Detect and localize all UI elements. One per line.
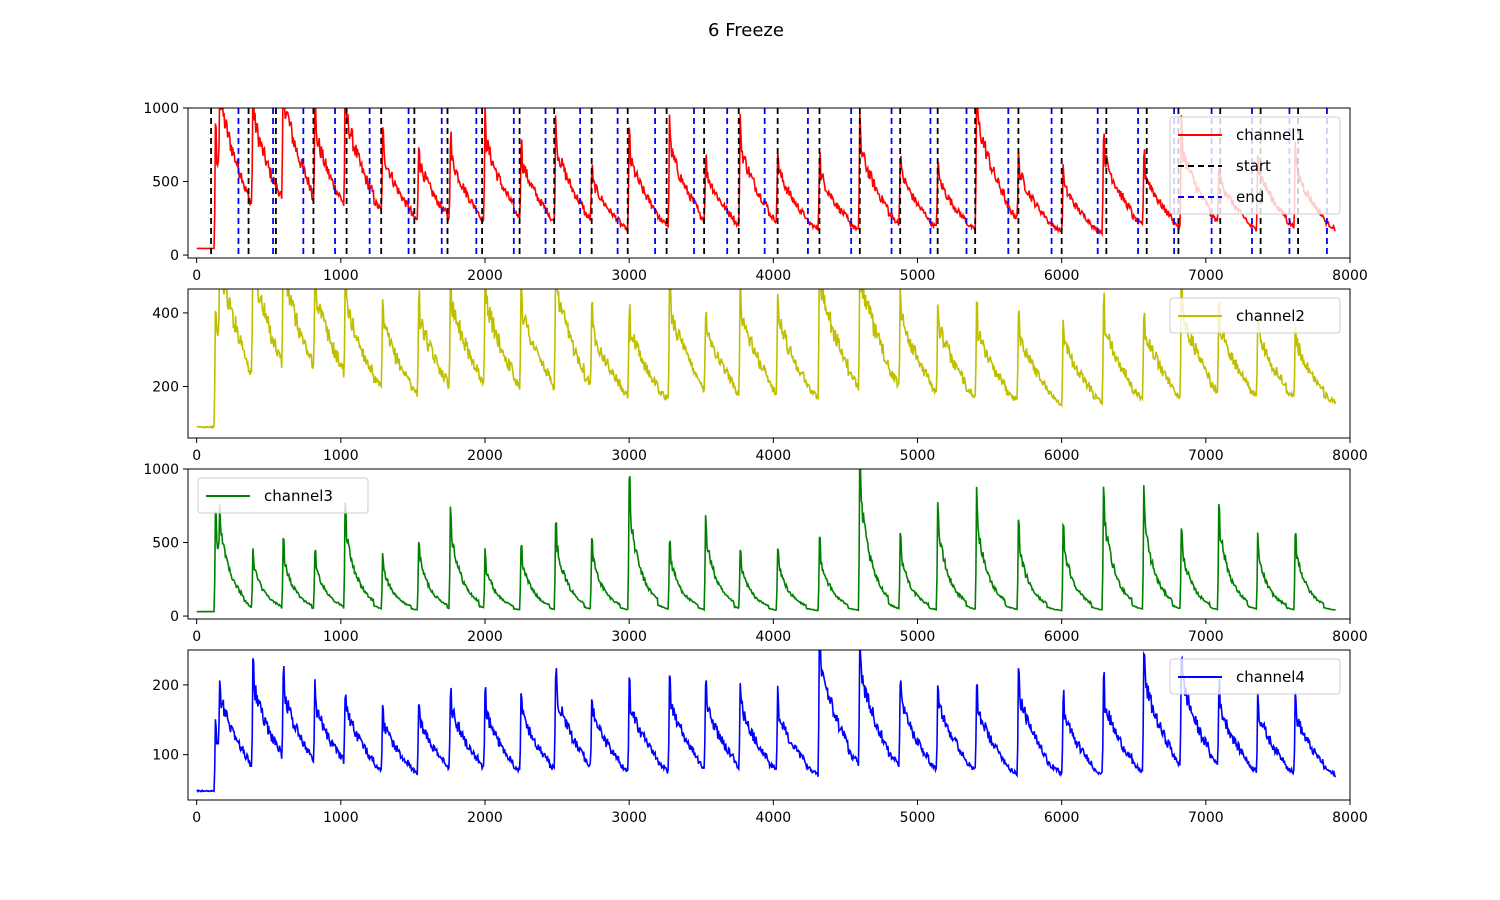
- y-tick-label: 400: [152, 306, 179, 322]
- x-tick-label: 3000: [611, 268, 647, 284]
- x-tick-label: 4000: [756, 810, 792, 826]
- x-tick-label: 7000: [1188, 268, 1224, 284]
- x-tick-label: 6000: [1044, 268, 1080, 284]
- x-tick-label: 0: [192, 268, 201, 284]
- x-tick-label: 2000: [467, 448, 503, 464]
- x-tick-label: 2000: [467, 268, 503, 284]
- x-tick-label: 0: [192, 448, 201, 464]
- chart-panel-2: 0 1000 2000 3000 4000 5000 6000 7000 8000 200 400 c…: [152, 288, 1368, 464]
- x-tick-label: 7000: [1188, 629, 1224, 645]
- x-tick-label: 4000: [756, 268, 792, 284]
- chart-panel-3: 0 1000 2000 3000 4000 5000 6000 7000 8000 0 500 100…: [143, 462, 1368, 645]
- x-tick-label: 6000: [1044, 448, 1080, 464]
- x-tick-label: 2000: [467, 810, 503, 826]
- legend: channel2: [1169, 297, 1341, 334]
- y-tick-label: 200: [152, 678, 179, 694]
- x-tick-label: 0: [192, 810, 201, 826]
- legend-label-channel3: channel3: [264, 487, 333, 505]
- x-tick-label: 5000: [900, 810, 936, 826]
- chart-panel-1: 0 1000 2000 3000 4000 5000 6000 7000 8000 0 500 100…: [143, 101, 1368, 284]
- x-tick-label: 2000: [467, 629, 503, 645]
- x-tick-label: 8000: [1332, 810, 1368, 826]
- x-tick-label: 5000: [900, 629, 936, 645]
- x-tick-label: 0: [192, 629, 201, 645]
- x-tick-label: 4000: [756, 629, 792, 645]
- legend-label-channel1: channel1: [1236, 126, 1305, 144]
- chart-panels: 0 1000 2000 3000 4000 5000 6000 7000 80000500100…: [143, 101, 1368, 826]
- y-tick-label: 500: [152, 175, 179, 191]
- legend-label-channel2: channel2: [1236, 307, 1305, 325]
- channel2-line: [196, 289, 1337, 430]
- legend-label-start: start: [1236, 157, 1271, 175]
- figure-title: 6 Freeze: [708, 20, 784, 41]
- x-tick-label: 8000: [1332, 448, 1368, 464]
- y-tick-label: 1000: [143, 462, 179, 478]
- y-tick-label: 500: [152, 536, 179, 552]
- x-tick-label: 1000: [323, 810, 359, 826]
- chart-panel-4: 0 1000 2000 3000 4000 5000 6000 7000 8000 100 200 c…: [152, 649, 1368, 826]
- y-tick-label: 1000: [143, 101, 179, 117]
- x-tick-label: 4000: [756, 448, 792, 464]
- channel4-line: [196, 650, 1337, 793]
- axes-frame: [187, 649, 1351, 801]
- legend-box: [197, 477, 369, 514]
- y-tick-label: 0: [170, 248, 179, 264]
- x-tick-label: 3000: [611, 448, 647, 464]
- axes-frame: [187, 107, 1351, 259]
- x-tick-label: 1000: [323, 268, 359, 284]
- x-tick-label: 8000: [1332, 629, 1368, 645]
- legend-label-channel4: channel4: [1236, 668, 1305, 686]
- x-tick-label: 6000: [1044, 629, 1080, 645]
- channel3-line: [196, 469, 1336, 613]
- x-tick-label: 5000: [900, 448, 936, 464]
- axes-frame: [187, 468, 1351, 620]
- legend: channel1 start end: [1169, 116, 1341, 215]
- x-tick-label: 8000: [1332, 268, 1368, 284]
- x-tick-label: 1000: [323, 629, 359, 645]
- y-tick-label: 200: [152, 379, 179, 395]
- legend-box: [1169, 116, 1341, 215]
- x-tick-label: 3000: [611, 810, 647, 826]
- x-tick-label: 1000: [323, 448, 359, 464]
- legend-box: [1169, 658, 1341, 695]
- y-tick-label: 100: [152, 748, 179, 764]
- x-tick-label: 7000: [1188, 448, 1224, 464]
- axes-frame: [187, 288, 1351, 439]
- legend: channel4: [1169, 658, 1341, 695]
- x-tick-label: 3000: [611, 629, 647, 645]
- x-tick-label: 6000: [1044, 810, 1080, 826]
- legend-box: [1169, 297, 1341, 334]
- x-tick-label: 5000: [900, 268, 936, 284]
- x-tick-label: 7000: [1188, 810, 1224, 826]
- legend: channel3: [197, 477, 369, 514]
- y-tick-label: 0: [170, 609, 179, 625]
- channel1-line: [196, 108, 1336, 250]
- legend-label-end: end: [1236, 188, 1264, 206]
